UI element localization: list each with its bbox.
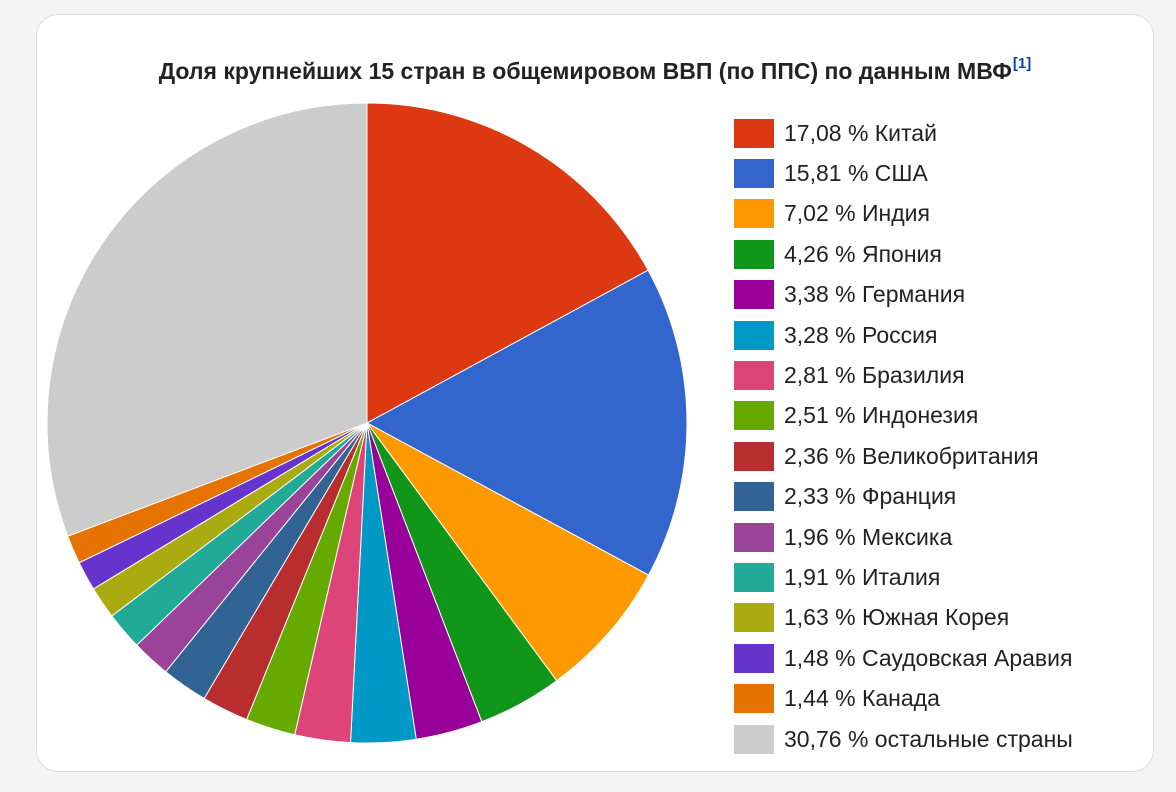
chart-title: Доля крупнейших 15 стран в общемировом В… (37, 55, 1153, 85)
legend-item[interactable]: 2,51 % Индонезия (734, 396, 1073, 436)
legend-swatch (734, 361, 774, 391)
legend-swatch (734, 522, 774, 552)
legend-label: 3,38 % Германия (784, 281, 966, 308)
legend-item[interactable]: 3,38 % Германия (734, 275, 1073, 315)
legend-item[interactable]: 15,81 % США (734, 153, 1073, 193)
legend-label: 1,91 % Италия (784, 563, 941, 590)
pie-chart (46, 102, 688, 744)
legend-swatch (734, 603, 774, 633)
chart-title-text: Доля крупнейших 15 стран в общемировом В… (158, 58, 1012, 84)
legend-label: 15,81 % США (784, 160, 928, 187)
legend-swatch (734, 320, 774, 350)
legend-label: 2,51 % Индонезия (784, 402, 979, 429)
legend-swatch (734, 441, 774, 471)
legend-swatch (734, 643, 774, 673)
legend-item[interactable]: 1,63 % Южная Корея (734, 598, 1073, 638)
legend-item[interactable]: 2,36 % Великобритания (734, 436, 1073, 476)
legend-swatch (734, 724, 774, 754)
legend-label: 30,76 % остальные страны (784, 725, 1073, 752)
legend-label: 1,96 % Мексика (784, 523, 953, 550)
legend-label: 2,33 % Франция (784, 483, 957, 510)
legend-item[interactable]: 30,76 % остальные страны (734, 719, 1073, 759)
pie-slice[interactable] (365, 269, 688, 576)
legend-item[interactable]: 4,26 % Япония (734, 234, 1073, 274)
legend-swatch (734, 239, 774, 269)
legend-label: 2,36 % Великобритания (784, 442, 1039, 469)
legend-label: 3,28 % Россия (784, 321, 938, 348)
pie-slice[interactable] (366, 102, 649, 424)
legend-swatch (734, 562, 774, 592)
legend-label: 4,26 % Япония (784, 240, 942, 267)
legend-label: 2,81 % Бразилия (784, 362, 965, 389)
legend-swatch (734, 482, 774, 512)
legend-swatch (734, 401, 774, 431)
legend-swatch (734, 159, 774, 189)
legend-item[interactable]: 17,08 % Китай (734, 113, 1073, 153)
legend-label: 1,48 % Саудовская Аравия (784, 644, 1073, 671)
title-reference-link[interactable]: [1] (1012, 55, 1032, 72)
legend-label: 1,63 % Южная Корея (784, 604, 1010, 631)
legend-swatch (734, 199, 774, 229)
legend-item[interactable]: 3,28 % Россия (734, 315, 1073, 355)
pie-slice[interactable] (366, 422, 650, 682)
pie-slice[interactable] (46, 102, 368, 537)
legend-item[interactable]: 7,02 % Индия (734, 194, 1073, 234)
legend-item[interactable]: 1,44 % Канада (734, 678, 1073, 718)
chart-legend: 17,08 % Китай 15,81 % США 7,02 % Индия 4,26… (734, 113, 1073, 759)
legend-item[interactable]: 1,91 % Италия (734, 557, 1073, 597)
legend-label: 1,44 % Канада (784, 685, 940, 712)
legend-label: 17,08 % Китай (784, 119, 937, 146)
legend-item[interactable]: 1,48 % Саудовская Аравия (734, 638, 1073, 678)
legend-item[interactable]: 2,81 % Бразилия (734, 355, 1073, 395)
legend-swatch (734, 118, 774, 148)
legend-swatch (734, 280, 774, 310)
legend-item[interactable]: 1,96 % Мексика (734, 517, 1073, 557)
legend-label: 7,02 % Индия (784, 200, 930, 227)
legend-swatch (734, 684, 774, 714)
legend-item[interactable]: 2,33 % Франция (734, 477, 1073, 517)
